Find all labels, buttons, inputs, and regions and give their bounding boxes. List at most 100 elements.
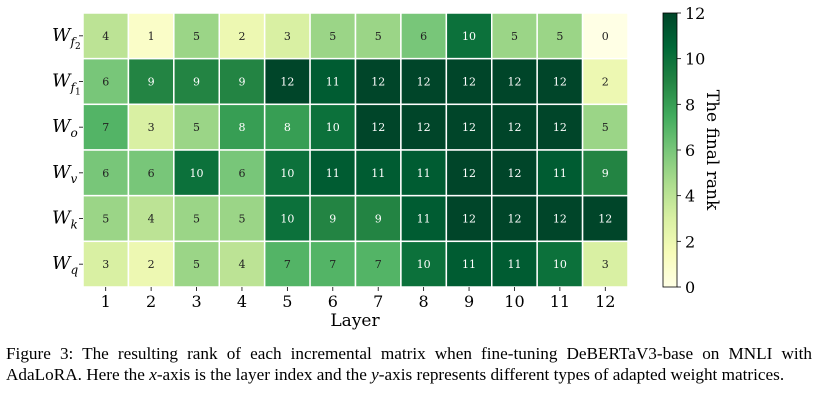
heatmap-cell [309,194,357,243]
heatmap-cell [354,194,402,243]
heatmap-cell [536,194,584,243]
cell-value-label: 7 [329,258,336,271]
cell-value-label: 3 [102,258,109,271]
y-tick-label: Wv [52,162,78,186]
caption-text-start: Figure 3: The resulting rank of each inc… [6,344,812,384]
cell-value-label: 12 [507,167,521,180]
heatmap-cell [354,103,402,151]
caption-x-variable: x [149,365,157,384]
heatmap-cell [581,103,629,151]
heatmap-cell [173,103,220,151]
y-tick-label: Wq [52,253,79,277]
cell-value-label: 8 [238,121,245,134]
heatmap-cell [445,240,493,288]
cell-value-label: 5 [238,213,245,226]
cell-value-label: 12 [598,213,612,226]
heatmap-cell [354,57,402,106]
caption-text-middle: -axis is the layer index and the [156,365,372,384]
heatmap-cell [400,194,448,243]
colorbar-tick-label: 6 [685,141,695,160]
cell-value-label: 12 [507,76,521,89]
cell-value-label: 5 [102,213,109,226]
x-tick-label: 6 [328,292,338,311]
cell-value-label: 12 [553,121,567,134]
heatmap-cell [127,12,175,60]
heatmap-cell [445,57,493,106]
heatmap-cell [491,57,538,106]
figure-caption: Figure 3: The resulting rank of each inc… [6,343,812,385]
y-axis-labels: Wf2 Wf1 Wo Wv Wk Wq [52,25,83,277]
heatmap-cell [218,57,266,106]
cell-value-label: 6 [102,167,109,180]
colorbar-ticks: 0 2 4 6 8 10 12 [677,4,705,297]
cell-value-label: 12 [462,213,476,226]
colorbar-tick-label: 4 [685,187,695,206]
cell-value-label: 11 [462,258,476,271]
cell-value-label: 9 [238,76,245,89]
cell-value-label: 10 [417,258,431,271]
cell-value-label: 2 [238,30,245,43]
heatmap-cell [445,149,493,197]
cell-value-label: 9 [193,76,200,89]
colorbar-tick-label: 12 [685,4,705,23]
cell-value-label: 5 [193,30,200,43]
heatmap-cell [263,103,311,151]
heatmap-cell [218,240,266,288]
x-tick-label: 5 [282,292,292,311]
cell-value-label: 4 [238,258,245,271]
x-tick-label: 10 [504,292,524,311]
heatmap-cell [581,149,629,197]
cell-value-label: 5 [375,30,382,43]
cell-value-label: 4 [148,213,155,226]
cell-value-label: 12 [553,213,567,226]
cell-value-label: 5 [511,30,518,43]
cell-value-label: 5 [329,30,336,43]
cell-value-label: 12 [371,121,385,134]
x-tick-label: 12 [595,292,615,311]
heatmap-cell [309,149,357,197]
colorbar-tick-label: 10 [685,50,705,69]
x-axis-title: Layer [330,311,380,331]
heatmap-cell [491,12,538,60]
cell-value-label: 12 [553,76,567,89]
heatmap-cell [309,240,357,288]
cell-value-label: 10 [326,121,340,134]
heatmap-cell [263,57,311,106]
cell-value-label: 12 [462,76,476,89]
heatmap-cell [536,149,584,197]
cell-value-label: 3 [284,30,291,43]
x-tick-label: 4 [237,292,247,311]
heatmap-cell [400,240,448,288]
cell-value-label: 3 [148,121,155,134]
cell-value-label: 11 [507,258,521,271]
cell-value-label: 11 [417,167,431,180]
x-tick-label: 2 [146,292,156,311]
cell-value-label: 12 [371,76,385,89]
cell-value-label: 0 [602,30,609,43]
cell-value-label: 7 [284,258,291,271]
colorbar-tick-label: 2 [685,232,695,251]
cell-value-label: 6 [238,167,245,180]
heatmap-cell [82,240,130,288]
cell-value-label: 11 [326,167,340,180]
heatmap-cell [400,57,448,106]
y-tick-label: Wk [52,208,78,232]
x-tick-label: 3 [191,292,201,311]
colorbar-title: The final rank [702,90,722,211]
colorbar-tick-label: 8 [685,95,695,114]
cell-value-label: 6 [420,30,427,43]
cell-value-label: 10 [280,167,294,180]
heatmap-cell [82,194,130,243]
cell-value-label: 7 [102,121,109,134]
cell-value-label: 3 [602,258,609,271]
cell-value-label: 10 [280,213,294,226]
heatmap-cell [581,240,629,288]
caption-text-end: -axis represents different types of adap… [378,365,785,384]
heatmap-cell [536,57,584,106]
y-tick-label: Wf1 [52,71,81,98]
cell-value-label: 11 [371,167,385,180]
cell-value-label: 8 [284,121,291,134]
colorbar [662,12,678,288]
heatmap-cell [309,12,357,60]
cell-value-label: 9 [375,213,382,226]
